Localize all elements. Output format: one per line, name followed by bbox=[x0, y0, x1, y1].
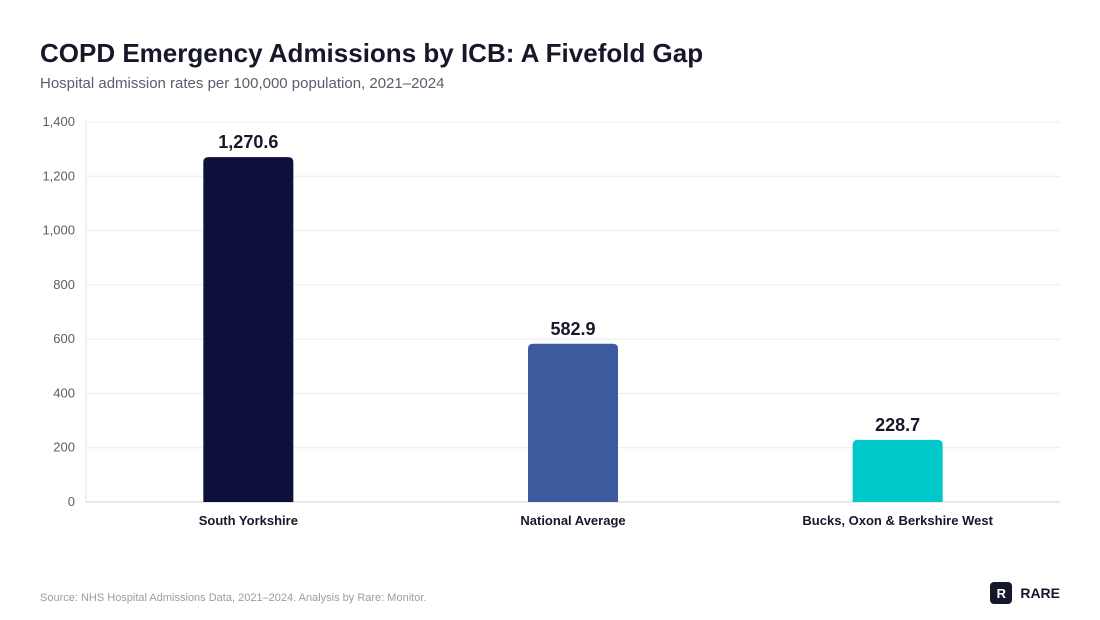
data-label: 228.7 bbox=[875, 415, 920, 435]
chart-title: COPD Emergency Admissions by ICB: A Five… bbox=[40, 38, 704, 68]
x-tick-label: South Yorkshire bbox=[199, 513, 298, 528]
y-tick-label: 600 bbox=[53, 331, 75, 346]
y-tick-label: 1,000 bbox=[42, 223, 75, 238]
x-tick-label: National Average bbox=[520, 513, 625, 528]
brand-name: RARE bbox=[1020, 585, 1060, 601]
y-tick-label: 400 bbox=[53, 385, 75, 400]
y-tick-label: 800 bbox=[53, 277, 75, 292]
x-tick-label: Bucks, Oxon & Berkshire West bbox=[802, 513, 993, 528]
data-label: 1,270.6 bbox=[218, 132, 278, 152]
y-tick-label: 0 bbox=[68, 494, 75, 509]
data-label: 582.9 bbox=[550, 319, 595, 339]
y-tick-label: 1,400 bbox=[42, 114, 75, 129]
bar bbox=[528, 343, 618, 502]
bar-chart: 0 200 400 600 800 1,000 1,200 1,400 1,270.6 South… bbox=[42, 114, 1060, 528]
chart-subtitle: Hospital admission rates per 100,000 pop… bbox=[40, 75, 445, 92]
bar bbox=[852, 439, 943, 502]
brand-logo: R RARE bbox=[990, 582, 1060, 604]
bar bbox=[203, 157, 294, 502]
brand-mark-icon: R bbox=[990, 582, 1013, 604]
y-tick-label: 200 bbox=[53, 440, 75, 455]
source-note: Source: NHS Hospital Admissions Data, 20… bbox=[40, 592, 427, 604]
y-tick-label: 1,200 bbox=[42, 168, 75, 183]
